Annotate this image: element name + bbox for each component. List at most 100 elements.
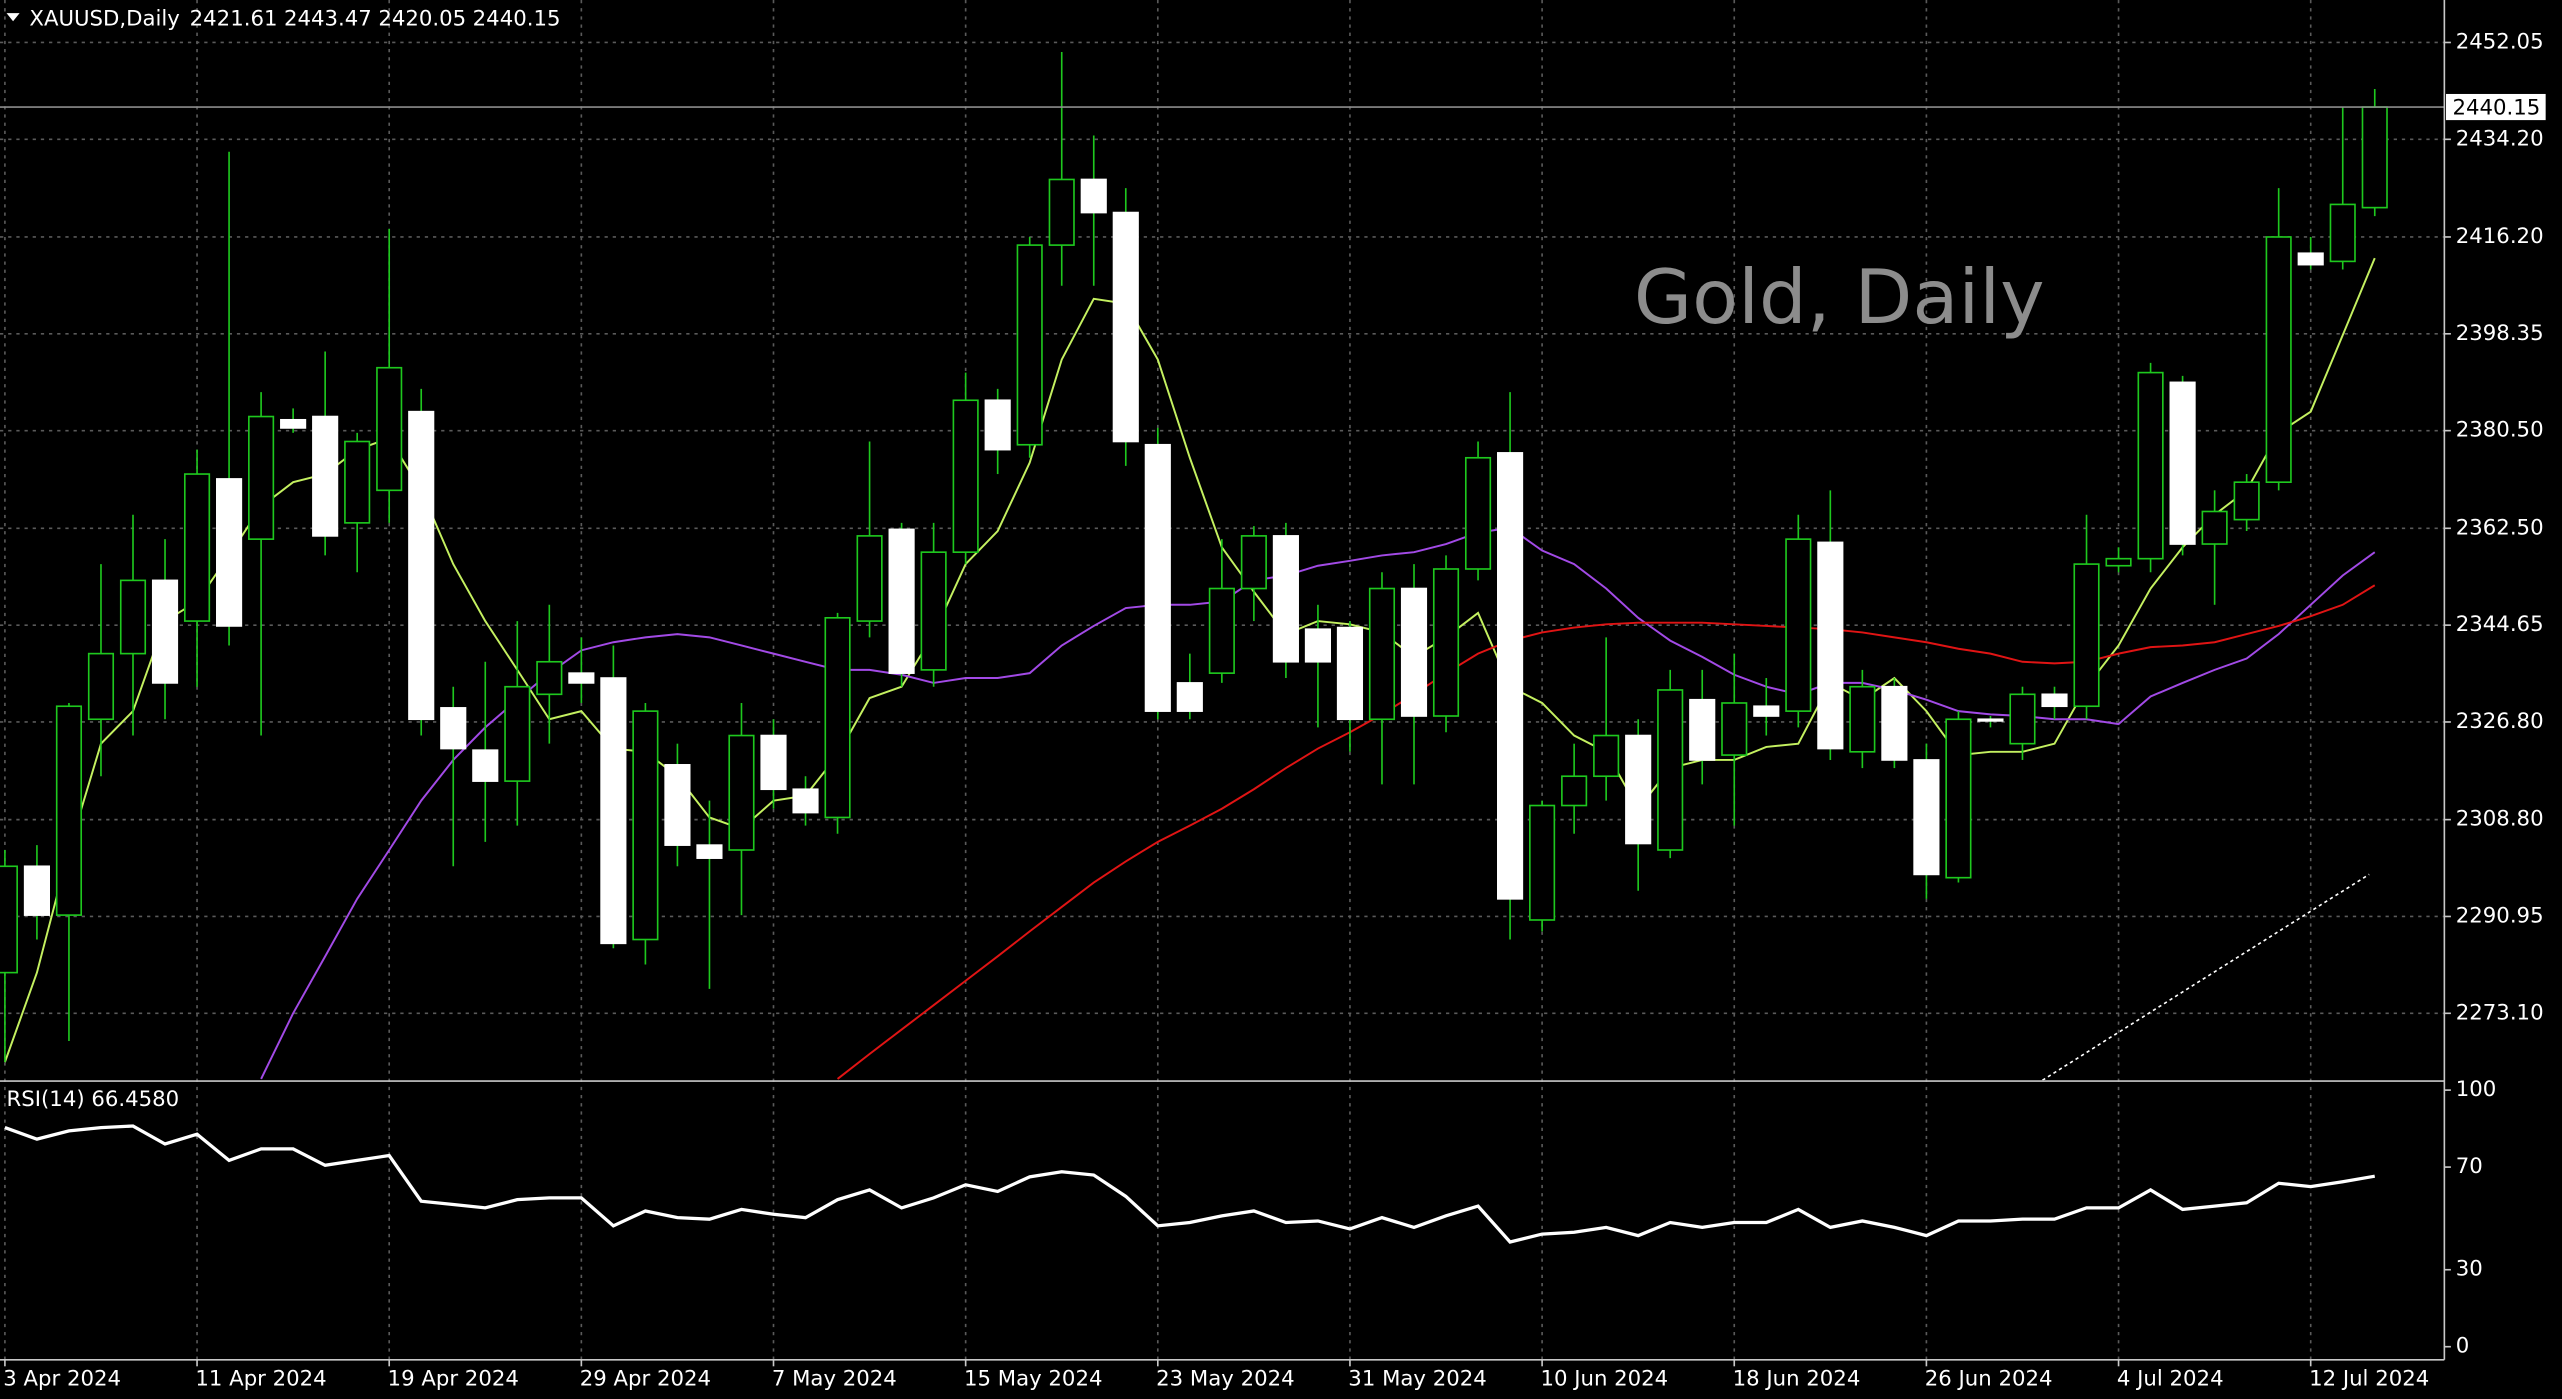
ohlc-high: 2443.47 xyxy=(284,7,372,32)
candle-body xyxy=(696,844,723,859)
header: XAUUSD,Daily 2421.61 2443.47 2420.05 2440.15 xyxy=(29,7,560,32)
candle-body xyxy=(1625,734,1652,845)
x-tick-label: 15 May 2024 xyxy=(964,1366,1102,1391)
candle-body xyxy=(472,749,499,782)
x-tick-label: 18 Jun 2024 xyxy=(1733,1366,1861,1391)
y-tick-label: 2326.80 xyxy=(2456,709,2544,734)
candle-body xyxy=(2297,252,2324,266)
trend-line xyxy=(2041,873,2370,1081)
candle-body xyxy=(600,677,627,945)
candle-body xyxy=(1048,178,1075,246)
candle-body xyxy=(1240,535,1267,590)
candle-body xyxy=(1753,705,1780,717)
x-tick-label: 19 Apr 2024 xyxy=(388,1366,519,1391)
candle-body xyxy=(1913,759,1940,876)
candle-body xyxy=(2265,236,2292,484)
candle-body xyxy=(1849,685,1876,753)
candle-body xyxy=(1977,718,2004,722)
candle-body xyxy=(312,415,339,537)
candle-body xyxy=(440,707,467,750)
candle-body xyxy=(280,418,307,429)
candle-body xyxy=(151,579,179,684)
y-tick-label: 100 xyxy=(2456,1077,2497,1102)
candle-body xyxy=(2105,557,2132,567)
symbol-menu-arrow[interactable] xyxy=(6,13,20,22)
y-tick-label: 0 xyxy=(2456,1334,2470,1359)
moving-average xyxy=(836,584,2376,1080)
candle-body xyxy=(568,672,595,684)
candle-body xyxy=(1497,452,1524,900)
candle-body xyxy=(216,478,243,627)
candle-body xyxy=(2233,481,2260,521)
candle-body xyxy=(1368,587,1396,721)
x-tick-label: 26 Jun 2024 xyxy=(1925,1366,2053,1391)
candle-body xyxy=(856,535,883,622)
candle-body xyxy=(2041,693,2068,708)
candle-body xyxy=(1529,804,1556,921)
candle-body xyxy=(632,710,659,941)
x-tick-label: 11 Apr 2024 xyxy=(195,1366,326,1391)
candle-body xyxy=(183,473,211,622)
candle-body xyxy=(408,410,435,721)
candle-body xyxy=(87,652,115,721)
y-tick-label: 2273.10 xyxy=(2456,1000,2544,1025)
candle-body xyxy=(1593,734,1620,778)
candle-body xyxy=(2073,563,2100,708)
candle-body xyxy=(23,865,50,916)
candle-body xyxy=(1721,702,1748,756)
rsi-title: RSI(14) 66.4580 xyxy=(7,1087,180,1112)
y-tick-label: 2380.50 xyxy=(2456,418,2544,443)
y-tick-label: 2362.50 xyxy=(2456,515,2544,540)
y-tick-label: 2290.95 xyxy=(2456,903,2544,928)
y-tick-label: 2398.35 xyxy=(2456,321,2544,346)
candle-body xyxy=(536,660,563,696)
candle-body xyxy=(792,788,819,814)
x-tick-label: 31 May 2024 xyxy=(1348,1366,1486,1391)
candle-body xyxy=(1432,568,1460,717)
x-tick-label: 10 Jun 2024 xyxy=(1540,1366,1668,1391)
x-tick-label: 12 Jul 2024 xyxy=(2309,1366,2429,1391)
candle-body xyxy=(1817,541,1844,750)
y-tick-label: 2416.20 xyxy=(2456,224,2544,249)
rsi-panel xyxy=(4,1124,2376,1244)
candle-body xyxy=(2329,203,2356,263)
y-tick-label: 2308.80 xyxy=(2456,807,2544,832)
candle-body xyxy=(376,366,403,492)
x-tick-label: 23 May 2024 xyxy=(1156,1366,1294,1391)
candle-body xyxy=(1080,178,1107,214)
candle-body xyxy=(1144,443,1171,712)
candle-body xyxy=(1945,718,1972,879)
candle-body xyxy=(2361,106,2388,209)
candle-body xyxy=(920,551,947,671)
candle-body xyxy=(1657,689,1684,851)
candle-body xyxy=(1272,535,1299,663)
y-tick-label: 2434.20 xyxy=(2456,126,2544,151)
candle-body xyxy=(0,865,18,974)
candle-body xyxy=(984,399,1011,451)
candle-body xyxy=(504,685,531,782)
candle-body xyxy=(1176,682,1203,712)
symbol-title: XAUUSD,Daily xyxy=(29,7,179,32)
candle-body xyxy=(1464,456,1492,570)
candle-body xyxy=(2201,510,2228,545)
candle-body xyxy=(55,705,83,916)
x-tick-label: 3 Apr 2024 xyxy=(3,1366,121,1391)
ohlc-open: 2421.61 xyxy=(190,7,278,32)
candle-body xyxy=(119,579,147,655)
x-tick-label: 29 Apr 2024 xyxy=(580,1366,711,1391)
candle-body xyxy=(1561,775,1588,807)
candle-body xyxy=(2169,381,2196,545)
candle-body xyxy=(1400,587,1428,717)
candle-body xyxy=(2137,371,2164,560)
ohlc-low: 2420.05 xyxy=(378,7,466,32)
y-tick-label: 2452.05 xyxy=(2456,29,2544,54)
candle-body xyxy=(664,764,691,846)
y-tick-label: 70 xyxy=(2456,1154,2483,1179)
candle-body xyxy=(728,734,755,851)
candle-body xyxy=(1112,211,1139,443)
